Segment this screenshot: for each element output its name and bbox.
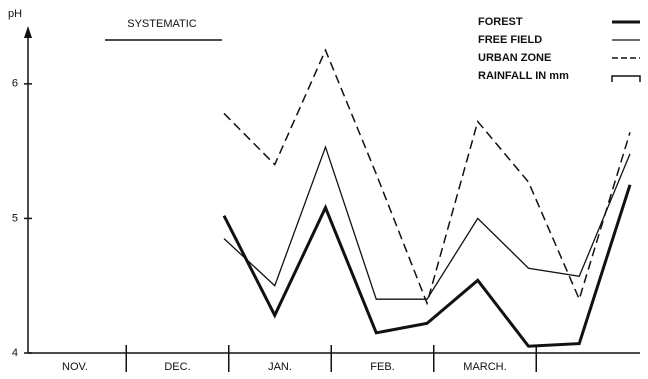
legend-label: FOREST	[478, 16, 523, 28]
x-tick-label: FEB.	[370, 361, 394, 373]
legend-label: URBAN ZONE	[478, 52, 551, 64]
x-tick-label: JAN.	[268, 361, 292, 373]
x-tick-label: DEC.	[164, 361, 190, 373]
series-line	[223, 48, 631, 306]
legend-swatch	[611, 75, 641, 82]
legend-label: RAINFALL IN mm	[478, 70, 569, 82]
series-line	[222, 184, 632, 348]
x-tick-label: MARCH.	[463, 361, 506, 373]
y-tick-label: 4	[12, 347, 18, 359]
y-tick-label: 5	[12, 212, 18, 224]
y-axis-label: pH	[8, 8, 22, 20]
annotation: SYSTEMATIC	[127, 18, 197, 30]
series-line	[223, 145, 631, 300]
legend-label: FREE FIELD	[478, 34, 542, 46]
x-tick-label: NOV.	[62, 361, 88, 373]
y-axis-arrow	[24, 26, 32, 38]
y-tick-label: 6	[12, 78, 18, 90]
